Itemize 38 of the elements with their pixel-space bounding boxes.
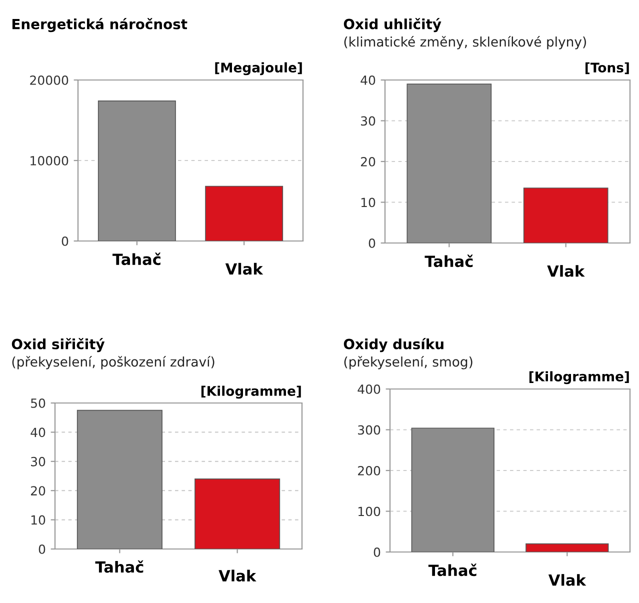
y-tick-label: 0 <box>374 547 380 557</box>
y-tick-label: 100 <box>358 506 380 516</box>
chart-subtitle: (překyselení, poškození zdraví) <box>12 356 214 370</box>
y-axis-title: [Kilogramme] <box>201 386 301 399</box>
y-tick-label: 20 <box>30 486 46 496</box>
x-tick-label: Vlak <box>225 262 264 275</box>
chart-subtitle: (překyselení, smog) <box>344 356 472 370</box>
y-tick-label: 0 <box>38 544 46 554</box>
chart-subtitle: (klimatické změny, skleníkové plyny) <box>344 36 586 50</box>
x-tick-label: Tahač <box>428 564 476 576</box>
x-tick-label: Tahač <box>424 254 473 268</box>
y-axis-title: [Megajoule] <box>215 62 302 76</box>
y-axis-title: [Tons] <box>586 62 629 74</box>
y-tick-label: 40 <box>30 428 46 438</box>
x-tick-label: Vlak <box>548 574 586 586</box>
chart-title: Oxidy dusíku <box>344 338 444 352</box>
y-tick-label: 50 <box>31 398 46 408</box>
y-tick-label: 30 <box>31 456 46 466</box>
y-axis-title: [Kilogramme] <box>529 371 629 384</box>
y-tick-label: 300 <box>358 425 380 435</box>
y-tick-label: 0 <box>368 238 376 248</box>
chart-title: Oxid uhličitý <box>344 18 442 32</box>
y-tick-label: 10000 <box>30 156 68 166</box>
y-tick-label: 200 <box>358 466 380 476</box>
chart-title: Energetická náročnost <box>12 18 188 32</box>
y-tick-label: 10 <box>31 515 46 525</box>
y-tick-label: 40 <box>360 75 376 85</box>
y-tick-label: 30 <box>361 116 376 126</box>
y-tick-label: 20 <box>360 156 376 166</box>
x-tick-label: Vlak <box>218 570 256 582</box>
y-tick-label: 10 <box>361 198 376 208</box>
y-tick-label: 400 <box>358 384 380 394</box>
x-tick-label: Vlak <box>547 265 585 277</box>
y-tick-label: 0 <box>62 236 68 246</box>
chart-title: Oxid siřičitý <box>12 338 105 352</box>
x-tick-label: Tahač <box>95 560 144 573</box>
y-tick-label: 20000 <box>30 75 68 85</box>
x-tick-label: Tahač <box>112 252 161 266</box>
